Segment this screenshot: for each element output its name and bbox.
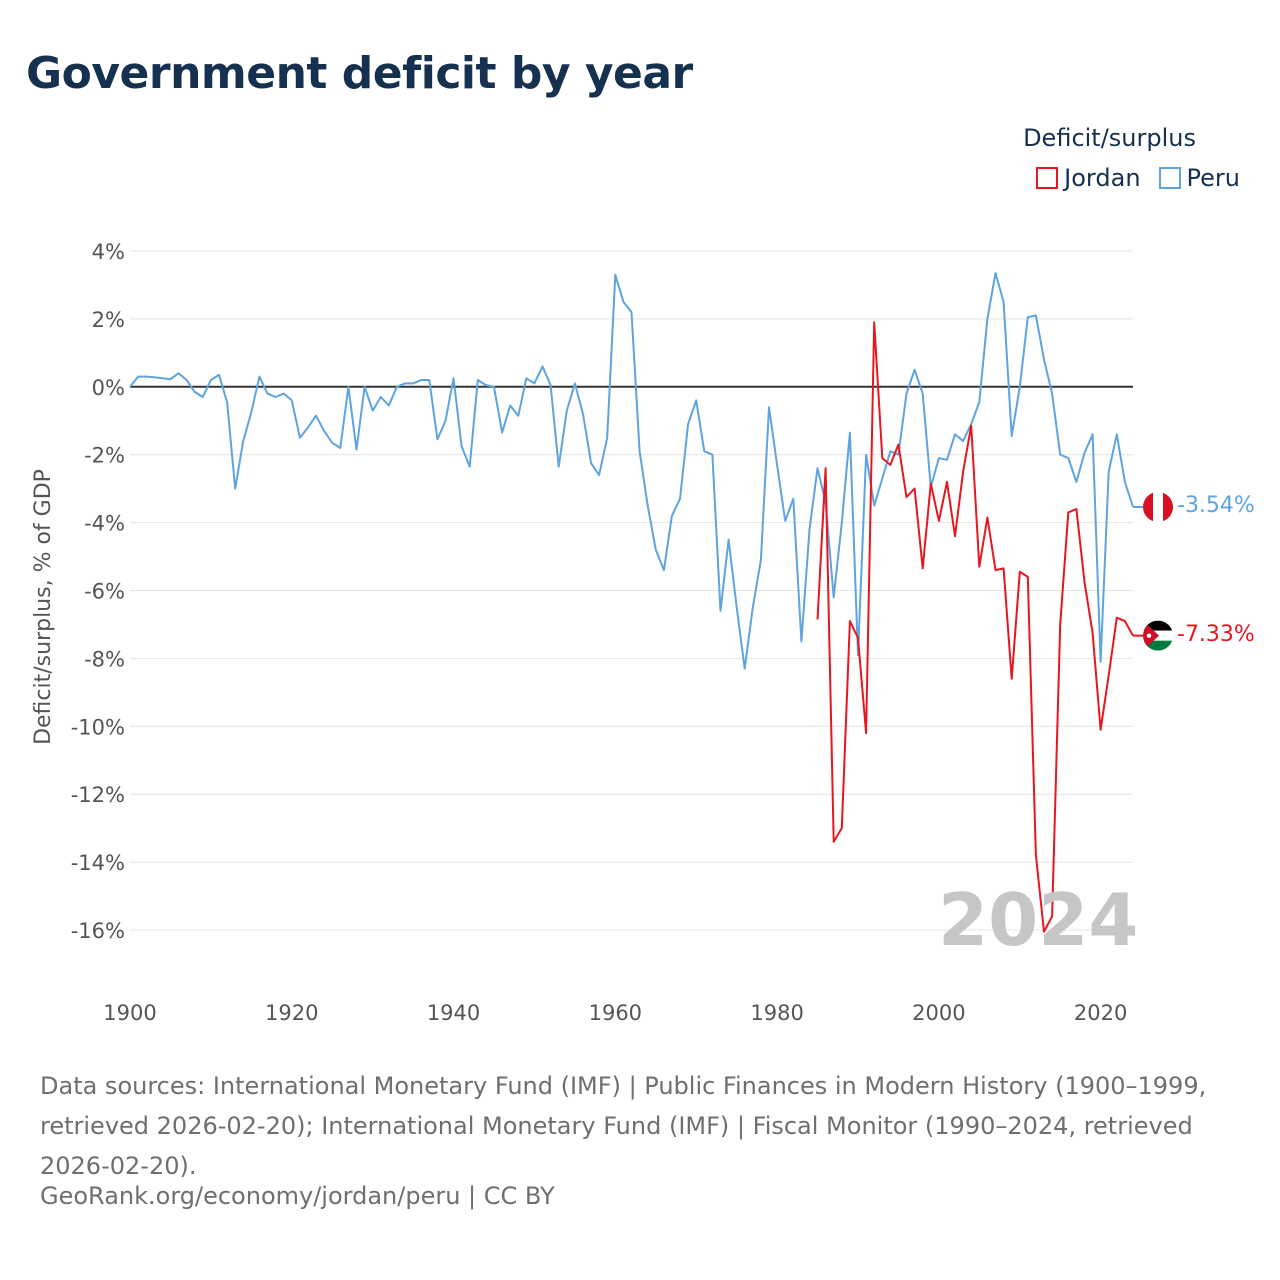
y-tick-label: 0% bbox=[92, 376, 125, 400]
legend-item-peru[interactable]: Peru bbox=[1158, 164, 1240, 192]
y-tick-label: 4% bbox=[92, 240, 125, 264]
x-tick-label: 1920 bbox=[265, 1001, 318, 1025]
y-tick-label: 2% bbox=[92, 308, 125, 332]
data-sources: Data sources: International Monetary Fun… bbox=[40, 1072, 1207, 1180]
end-label-peru: -3.54% bbox=[1177, 492, 1255, 518]
y-axis-label: Deficit/surplus, % of GDP bbox=[31, 469, 56, 745]
legend-swatch-peru bbox=[1158, 167, 1181, 189]
end-flags bbox=[1143, 491, 1173, 651]
legend-swatch-jordan bbox=[1036, 167, 1059, 189]
year-watermark: 2024 bbox=[938, 878, 1139, 962]
peru-flag-icon bbox=[1143, 491, 1173, 522]
x-tick-label: 1980 bbox=[750, 1001, 803, 1025]
credit-link[interactable]: GeoRank.org/economy/jordan/peru | CC BY bbox=[40, 1182, 555, 1210]
y-tick-label: -10% bbox=[71, 715, 125, 739]
x-tick-label: 1940 bbox=[427, 1001, 480, 1025]
y-tick-label: -2% bbox=[84, 444, 125, 468]
gridlines bbox=[130, 250, 1133, 931]
y-tick-label: -12% bbox=[71, 783, 125, 807]
x-tick-label: 1900 bbox=[103, 1001, 156, 1025]
y-tick-label: -16% bbox=[71, 919, 125, 943]
x-tick-label: 2020 bbox=[1074, 1001, 1127, 1025]
series-line-peru bbox=[129, 272, 1134, 670]
x-tick-label: 1960 bbox=[589, 1001, 642, 1025]
x-axis-ticks: 1900 1920 1940 1960 1980 2000 2020 bbox=[103, 1001, 1127, 1025]
y-tick-label: -4% bbox=[84, 512, 125, 536]
y-axis-ticks: 4% 2% 0% -2% -4% -6% -8% -10% -12% -14% -16% bbox=[71, 240, 125, 943]
y-tick-label: -6% bbox=[84, 580, 125, 604]
x-tick-label: 2000 bbox=[912, 1001, 965, 1025]
end-label-jordan: -7.33% bbox=[1177, 621, 1255, 647]
legend-item-jordan[interactable]: Jordan bbox=[1036, 164, 1141, 192]
legend-label-jordan: Jordan bbox=[1064, 164, 1141, 192]
series-line-jordan bbox=[816, 321, 1134, 933]
jordan-flag-icon bbox=[1143, 620, 1173, 651]
data-series bbox=[129, 272, 1158, 933]
legend-label-peru: Peru bbox=[1186, 164, 1240, 192]
chart-title: Government deficit by year bbox=[26, 48, 693, 99]
y-tick-label: -14% bbox=[71, 851, 125, 875]
y-tick-label: -8% bbox=[84, 647, 125, 671]
legend-title: Deficit/surplus bbox=[1023, 124, 1196, 152]
legend: Jordan Peru bbox=[1036, 164, 1240, 192]
